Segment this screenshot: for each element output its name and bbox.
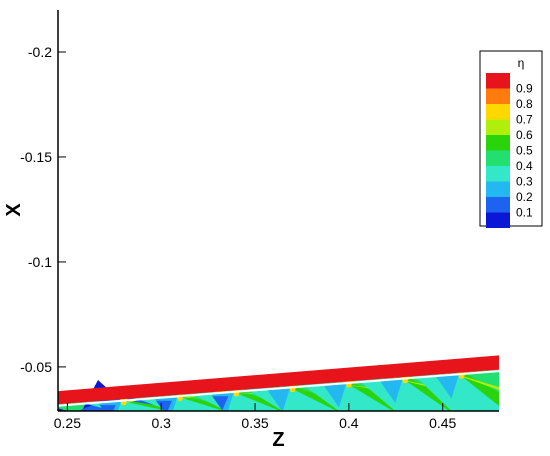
streak-core-6 xyxy=(461,376,499,391)
axes: 0.25 0.3 0.35 0.4 0.45 -0.2 -0.15 -0.1 -0.05 Z X xyxy=(3,10,499,451)
x-tick-label: 0.35 xyxy=(241,415,268,431)
legend-label: 0.6 xyxy=(516,128,533,142)
wake-cyan-6 xyxy=(413,374,499,411)
band-high xyxy=(58,355,499,405)
legend-label: 0.8 xyxy=(516,97,533,111)
y-tick-label: -0.2 xyxy=(28,44,52,60)
legend-label: 0.3 xyxy=(516,175,533,189)
pocket-blue-1 xyxy=(156,400,172,411)
x-axis-label: Z xyxy=(272,429,284,451)
pocket-blue-2 xyxy=(212,396,229,411)
legend: η 0.90.8 0.70.6 0.50.4 0.30.2 0.1 xyxy=(479,50,543,228)
y-tick-label: -0.05 xyxy=(20,359,52,375)
legend-title: η xyxy=(518,56,525,70)
x-tick-label: 0.3 xyxy=(151,415,171,431)
contour-field xyxy=(58,355,499,411)
legend-swatch-8 xyxy=(486,197,510,213)
legend-swatch-3 xyxy=(486,119,510,135)
legend-label: 0.2 xyxy=(516,190,533,204)
legend-swatch-5 xyxy=(486,150,510,166)
legend-swatch-2 xyxy=(486,104,510,120)
legend-swatch-6 xyxy=(486,166,510,182)
legend-label: 0.1 xyxy=(516,206,533,220)
legend-label: 0.7 xyxy=(516,113,533,127)
legend-swatch-7 xyxy=(486,181,510,197)
streak-green-6 xyxy=(459,374,499,406)
pocket-lightblue-6 xyxy=(435,375,459,399)
pocket-blue-0 xyxy=(99,405,116,411)
legend-label: 0.9 xyxy=(516,82,533,96)
pocket-lightblue-5 xyxy=(379,380,403,403)
x-tick-label: 0.4 xyxy=(339,415,359,431)
legend-swatch-9 xyxy=(486,212,510,228)
legend-swatch-0 xyxy=(486,73,510,89)
band-edge xyxy=(58,370,499,407)
legend-label: 0.5 xyxy=(516,144,533,158)
pocket-lightblue-4 xyxy=(322,384,346,408)
legend-swatch-4 xyxy=(486,135,510,151)
y-tick-label: -0.1 xyxy=(28,254,52,270)
legend-label: 0.4 xyxy=(516,159,533,173)
x-tick-label: 0.25 xyxy=(54,415,81,431)
y-axis-label: X xyxy=(3,203,25,217)
x-tick-label: 0.45 xyxy=(429,415,456,431)
pocket-lightblue-3 xyxy=(266,388,290,411)
legend-swatch-1 xyxy=(486,88,510,104)
y-tick-label: -0.15 xyxy=(20,149,52,165)
